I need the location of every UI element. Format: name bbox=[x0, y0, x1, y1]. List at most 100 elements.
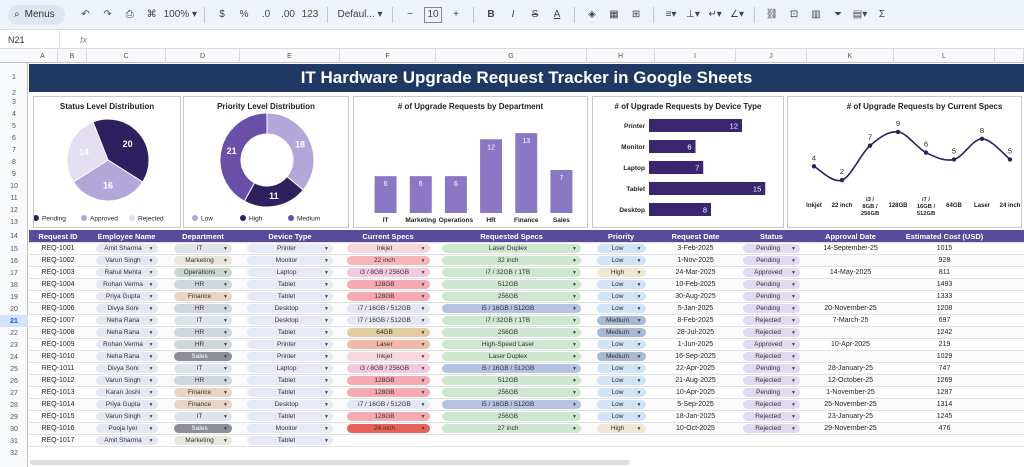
table-cell[interactable]: Laptop ▼ bbox=[240, 267, 340, 278]
chevron-down-icon[interactable]: ▼ bbox=[636, 425, 642, 432]
dropdown-chip[interactable]: Karan Joshi ▼ bbox=[95, 388, 158, 397]
dropdown-chip[interactable]: i7 / 32GB / 1TB ▼ bbox=[442, 316, 581, 325]
chevron-down-icon[interactable]: ▼ bbox=[148, 281, 154, 288]
chevron-down-icon[interactable]: ▼ bbox=[223, 389, 228, 396]
chevron-down-icon[interactable]: ▼ bbox=[324, 401, 329, 408]
chevron-down-icon[interactable]: ▼ bbox=[572, 305, 577, 312]
dropdown-chip[interactable]: Laser ▼ bbox=[346, 340, 430, 349]
chevron-down-icon[interactable]: ▼ bbox=[572, 365, 577, 372]
table-cell[interactable]: High ▼ bbox=[587, 423, 655, 434]
column-header[interactable]: G bbox=[436, 49, 587, 63]
row-header[interactable]: 15 bbox=[10, 245, 18, 253]
font-size-input[interactable]: 10 bbox=[424, 6, 443, 23]
chevron-down-icon[interactable]: ▼ bbox=[791, 257, 796, 264]
dropdown-chip[interactable]: Laser Duplex ▼ bbox=[442, 244, 581, 253]
table-cell[interactable]: Amit Sharma ▼ bbox=[87, 435, 166, 446]
dropdown-chip[interactable]: Pending ▼ bbox=[743, 364, 800, 373]
chevron-down-icon[interactable]: ▼ bbox=[223, 329, 228, 336]
dropdown-chip[interactable]: Monitor ▼ bbox=[247, 256, 333, 265]
table-cell[interactable]: Neha Rana ▼ bbox=[87, 351, 166, 362]
table-cell[interactable]: Monitor ▼ bbox=[240, 423, 340, 434]
dropdown-chip[interactable]: HR ▼ bbox=[174, 280, 232, 289]
name-box[interactable]: N21 bbox=[0, 31, 60, 48]
dropdown-chip[interactable]: HR ▼ bbox=[174, 376, 232, 385]
dropdown-chip[interactable]: Neha Rana ▼ bbox=[95, 352, 158, 361]
chevron-down-icon[interactable]: ▼ bbox=[420, 353, 426, 360]
row-header[interactable]: 27 bbox=[10, 389, 18, 397]
dropdown-chip[interactable]: Inkjet ▼ bbox=[346, 244, 430, 253]
table-cell[interactable]: Rejected ▼ bbox=[736, 375, 807, 386]
text-color-button[interactable]: A bbox=[553, 9, 561, 20]
merge-cells-icon[interactable]: ⊞ bbox=[631, 9, 641, 20]
italic-button[interactable]: I bbox=[511, 9, 515, 20]
print-icon[interactable]: ⎙ bbox=[125, 9, 134, 20]
table-cell[interactable]: Rejected ▼ bbox=[736, 351, 807, 362]
dropdown-chip[interactable]: Pending ▼ bbox=[743, 292, 800, 301]
chevron-down-icon[interactable]: ▼ bbox=[148, 413, 154, 420]
table-cell[interactable]: Divya Soni ▼ bbox=[87, 363, 166, 374]
table-cell[interactable]: Pending ▼ bbox=[736, 279, 807, 290]
chevron-down-icon[interactable]: ▼ bbox=[572, 257, 577, 264]
dropdown-chip[interactable]: 22 inch ▼ bbox=[346, 256, 430, 265]
dropdown-chip[interactable]: High-Speed Laser ▼ bbox=[442, 340, 581, 349]
table-cell[interactable]: 22 inch ▼ bbox=[340, 255, 436, 266]
table-cell[interactable]: Rahul Mehta ▼ bbox=[87, 267, 166, 278]
table-cell[interactable] bbox=[340, 435, 436, 446]
table-cell[interactable]: Printer ▼ bbox=[240, 339, 340, 350]
dropdown-chip[interactable]: Low ▼ bbox=[596, 280, 646, 289]
chevron-down-icon[interactable]: ▼ bbox=[636, 413, 642, 420]
column-header[interactable] bbox=[995, 49, 1024, 63]
dropdown-chip[interactable]: Low ▼ bbox=[596, 388, 646, 397]
table-cell[interactable]: Laser Duplex ▼ bbox=[436, 351, 587, 362]
table-cell[interactable]: i5 / 16GB / 512GB ▼ bbox=[436, 363, 587, 374]
table-cell[interactable] bbox=[587, 435, 655, 446]
column-header[interactable]: H bbox=[587, 49, 655, 63]
zoom-select[interactable]: 100% ▾ bbox=[163, 9, 198, 20]
row-header[interactable]: 20 bbox=[10, 305, 18, 313]
chevron-down-icon[interactable]: ▼ bbox=[148, 257, 154, 264]
dropdown-chip[interactable]: 128GB ▼ bbox=[346, 388, 430, 397]
column-header[interactable]: J bbox=[736, 49, 807, 63]
row-header[interactable]: 28 bbox=[10, 401, 18, 409]
chevron-down-icon[interactable]: ▼ bbox=[791, 353, 796, 360]
dropdown-chip[interactable]: Low ▼ bbox=[596, 400, 646, 409]
row-header[interactable]: 12 bbox=[10, 206, 18, 214]
chevron-down-icon[interactable]: ▼ bbox=[223, 305, 228, 312]
dropdown-chip[interactable]: Rahul Mehta ▼ bbox=[95, 268, 158, 277]
chevron-down-icon[interactable]: ▼ bbox=[636, 317, 642, 324]
chevron-down-icon[interactable]: ▼ bbox=[324, 329, 329, 336]
dropdown-chip[interactable]: Varun Singh ▼ bbox=[95, 412, 158, 421]
dropdown-chip[interactable]: i5 / 16GB / 512GB ▼ bbox=[442, 364, 581, 373]
dropdown-chip[interactable]: 512GB ▼ bbox=[442, 280, 581, 289]
dropdown-chip[interactable]: Rohan Verma ▼ bbox=[95, 280, 158, 289]
dropdown-chip[interactable]: Sales ▼ bbox=[174, 352, 232, 361]
table-cell[interactable]: Marketing ▼ bbox=[166, 435, 240, 446]
chevron-down-icon[interactable]: ▼ bbox=[636, 329, 642, 336]
chevron-down-icon[interactable]: ▼ bbox=[791, 365, 796, 372]
column-header[interactable]: K bbox=[807, 49, 894, 63]
table-cell[interactable]: Printer ▼ bbox=[240, 243, 340, 254]
table-cell[interactable]: HR ▼ bbox=[166, 375, 240, 386]
table-cell[interactable]: Desktop ▼ bbox=[240, 315, 340, 326]
dropdown-chip[interactable]: Amit Sharma ▼ bbox=[95, 436, 158, 445]
dropdown-chip[interactable]: IT ▼ bbox=[174, 316, 232, 325]
chevron-down-icon[interactable]: ▼ bbox=[324, 437, 329, 444]
table-cell[interactable]: i3 / 8GB / 256GB ▼ bbox=[340, 363, 436, 374]
dropdown-chip[interactable]: Approved ▼ bbox=[743, 340, 800, 349]
dropdown-chip[interactable]: Marketing ▼ bbox=[174, 256, 232, 265]
table-cell[interactable]: 256GB ▼ bbox=[436, 387, 587, 398]
chevron-down-icon[interactable]: ▼ bbox=[791, 317, 796, 324]
row-header[interactable]: 29 bbox=[10, 413, 18, 421]
column-header[interactable]: L bbox=[894, 49, 995, 63]
increase-decimal-button[interactable]: .00 bbox=[281, 9, 295, 20]
decrease-decimal-button[interactable]: .0 bbox=[261, 9, 271, 20]
chevron-down-icon[interactable]: ▼ bbox=[148, 245, 154, 252]
table-cell[interactable]: Tablet ▼ bbox=[240, 291, 340, 302]
dropdown-chip[interactable]: Printer ▼ bbox=[247, 352, 333, 361]
table-cell[interactable]: i5 / 16GB / 512GB ▼ bbox=[436, 303, 587, 314]
chevron-down-icon[interactable]: ▼ bbox=[572, 293, 577, 300]
chevron-down-icon[interactable]: ▼ bbox=[324, 317, 329, 324]
dropdown-chip[interactable]: Finance ▼ bbox=[174, 388, 232, 397]
chevron-down-icon[interactable]: ▼ bbox=[324, 389, 329, 396]
dropdown-chip[interactable]: Rejected ▼ bbox=[743, 316, 800, 325]
